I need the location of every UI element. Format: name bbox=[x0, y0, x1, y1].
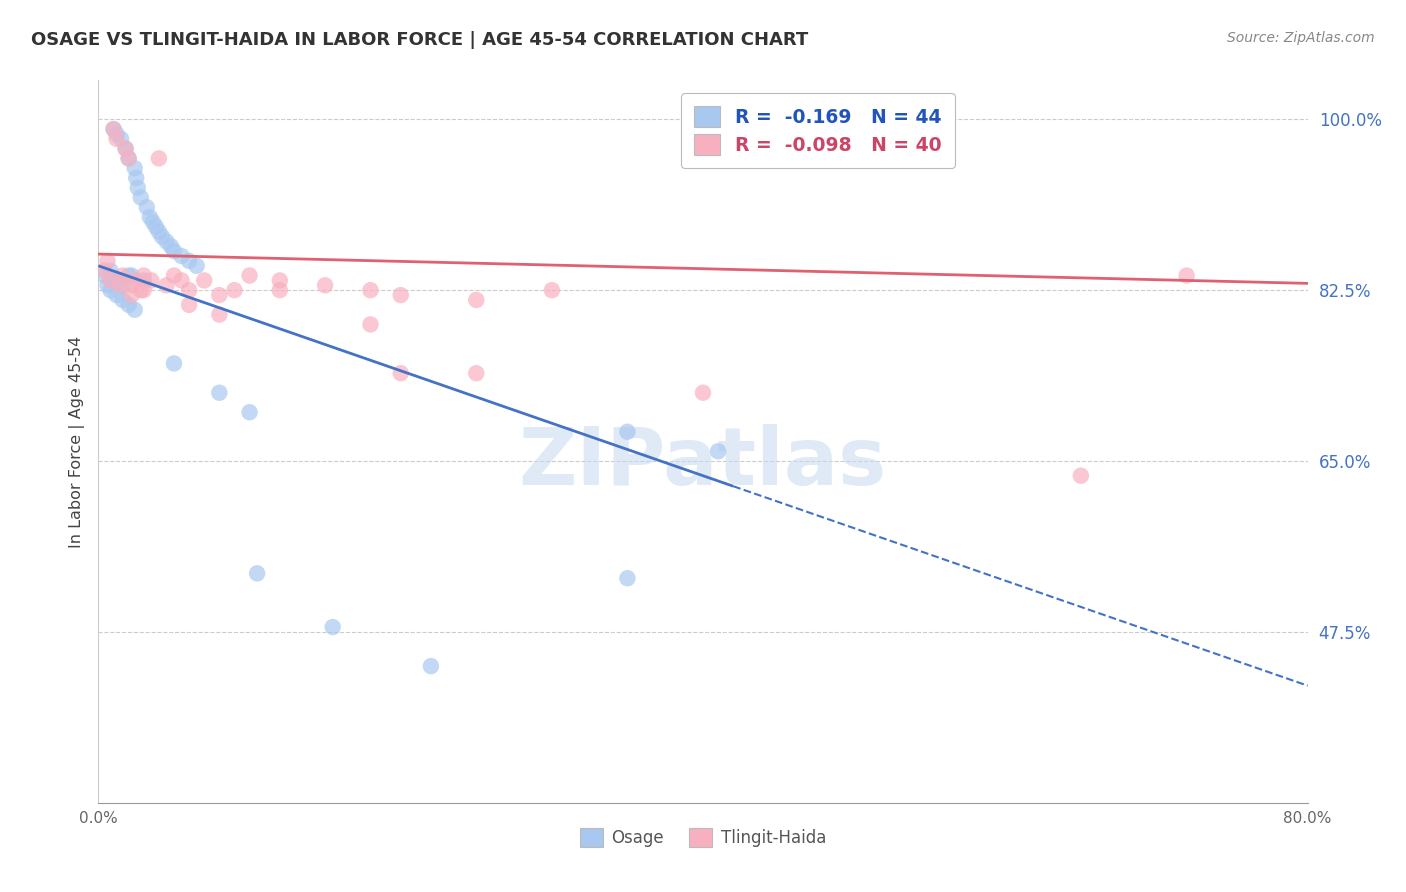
Point bbox=[269, 283, 291, 297]
Point bbox=[125, 170, 148, 185]
Point bbox=[145, 219, 167, 234]
Point bbox=[100, 273, 122, 287]
Point bbox=[239, 405, 262, 419]
Point bbox=[148, 152, 170, 166]
Point bbox=[135, 200, 157, 214]
Point bbox=[224, 283, 246, 297]
Point bbox=[118, 152, 141, 166]
Point bbox=[465, 366, 488, 380]
Point bbox=[141, 273, 163, 287]
Text: Source: ZipAtlas.com: Source: ZipAtlas.com bbox=[1227, 31, 1375, 45]
Point bbox=[142, 215, 165, 229]
Point bbox=[111, 268, 134, 283]
Point bbox=[105, 127, 128, 141]
Point bbox=[96, 254, 118, 268]
Point bbox=[129, 190, 152, 204]
Point bbox=[163, 268, 186, 283]
Point bbox=[121, 288, 143, 302]
Point bbox=[132, 283, 155, 297]
Point bbox=[193, 273, 215, 287]
Point bbox=[179, 298, 201, 312]
Y-axis label: In Labor Force | Age 45-54: In Labor Force | Age 45-54 bbox=[69, 335, 84, 548]
Point bbox=[105, 288, 128, 302]
Point bbox=[160, 239, 183, 253]
Point bbox=[707, 444, 730, 458]
Point bbox=[114, 142, 136, 156]
Point bbox=[186, 259, 208, 273]
Point bbox=[1070, 468, 1092, 483]
Point bbox=[246, 566, 269, 581]
Legend: Osage, Tlingit-Haida: Osage, Tlingit-Haida bbox=[574, 822, 832, 854]
Point bbox=[93, 268, 115, 283]
Point bbox=[139, 210, 162, 224]
Point bbox=[108, 278, 131, 293]
Point bbox=[150, 229, 173, 244]
Point bbox=[103, 122, 125, 136]
Point bbox=[208, 308, 231, 322]
Point bbox=[540, 283, 562, 297]
Point bbox=[121, 278, 143, 293]
Point bbox=[124, 302, 146, 317]
Point bbox=[179, 283, 201, 297]
Text: ZIPatlas: ZIPatlas bbox=[519, 425, 887, 502]
Point bbox=[465, 293, 488, 307]
Point bbox=[121, 268, 143, 283]
Point bbox=[239, 268, 262, 283]
Point bbox=[103, 122, 125, 136]
Point bbox=[103, 273, 125, 287]
Point bbox=[616, 425, 638, 439]
Point bbox=[208, 385, 231, 400]
Point bbox=[148, 225, 170, 239]
Point bbox=[616, 571, 638, 585]
Point bbox=[118, 298, 141, 312]
Point bbox=[208, 288, 231, 302]
Point bbox=[96, 278, 118, 293]
Point bbox=[124, 161, 146, 176]
Point bbox=[93, 263, 115, 277]
Point bbox=[132, 273, 155, 287]
Point bbox=[1175, 268, 1198, 283]
Point bbox=[100, 283, 122, 297]
Point bbox=[111, 293, 134, 307]
Point bbox=[155, 278, 177, 293]
Point bbox=[105, 132, 128, 146]
Point bbox=[360, 283, 382, 297]
Point bbox=[132, 268, 155, 283]
Point bbox=[420, 659, 443, 673]
Point bbox=[125, 273, 148, 287]
Point bbox=[107, 273, 129, 287]
Point bbox=[155, 235, 177, 249]
Point bbox=[170, 273, 193, 287]
Point bbox=[360, 318, 382, 332]
Point bbox=[389, 366, 412, 380]
Point bbox=[163, 244, 186, 259]
Point bbox=[118, 268, 141, 283]
Point bbox=[389, 288, 412, 302]
Point bbox=[269, 273, 291, 287]
Point bbox=[114, 142, 136, 156]
Point bbox=[322, 620, 344, 634]
Point bbox=[314, 278, 336, 293]
Point bbox=[170, 249, 193, 263]
Point bbox=[127, 180, 149, 194]
Point bbox=[100, 263, 122, 277]
Point bbox=[110, 132, 132, 146]
Point bbox=[111, 278, 134, 293]
Point bbox=[118, 152, 141, 166]
Text: OSAGE VS TLINGIT-HAIDA IN LABOR FORCE | AGE 45-54 CORRELATION CHART: OSAGE VS TLINGIT-HAIDA IN LABOR FORCE | … bbox=[31, 31, 808, 49]
Point bbox=[179, 254, 201, 268]
Point bbox=[692, 385, 714, 400]
Point bbox=[129, 283, 152, 297]
Point bbox=[163, 356, 186, 370]
